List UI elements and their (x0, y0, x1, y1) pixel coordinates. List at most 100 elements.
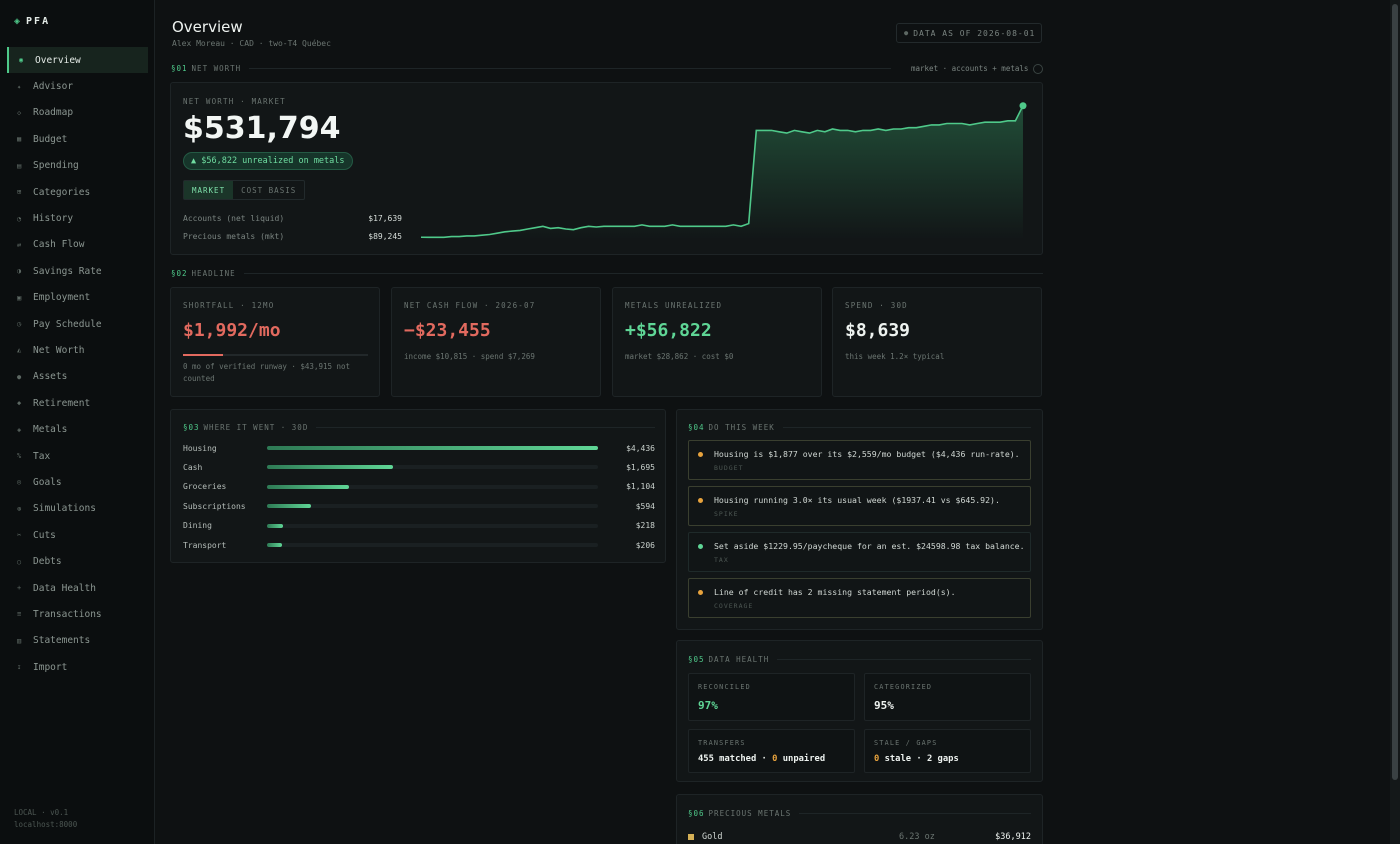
info-icon[interactable] (1033, 64, 1044, 74)
sidebar-item-budget[interactable]: ▦ Budget (7, 126, 148, 152)
metal-name: Gold (702, 832, 723, 842)
sidebar-item-label: Advisor (33, 81, 74, 93)
sparkle-icon: ✦ (17, 82, 22, 91)
sidebar-item-simulations[interactable]: ⊛ Simulations (7, 496, 148, 522)
page-subtitle: Alex Moreau · CAD · two-T4 Québec (172, 39, 331, 48)
sidebar-item-overview[interactable]: ◉ Overview (7, 47, 148, 74)
metal-ounces: 6.23 oz (899, 832, 935, 842)
row-value: $89,245 (368, 232, 402, 241)
spend-row-groceries[interactable]: Groceries $1,104 (183, 481, 655, 493)
metal-value: $36,912 (995, 832, 1031, 842)
orbit-icon: ⊛ (17, 504, 22, 513)
metal-row-gold[interactable]: Gold 6.23 oz $36,912 (688, 832, 1031, 842)
category-amount: $594 (635, 501, 655, 511)
todo-item-spike[interactable]: Housing running 3.0× its usual week ($19… (688, 486, 1031, 526)
toggle-market[interactable]: MARKET (184, 181, 234, 199)
status-dot-icon: ● (904, 29, 910, 37)
sidebar-item-goals[interactable]: ◎ Goals (7, 469, 148, 495)
net-worth-area (421, 105, 1023, 240)
spend-row-subscriptions[interactable]: Subscriptions $594 (183, 500, 655, 512)
runway-bar (183, 354, 368, 356)
sidebar-item-retirement[interactable]: ◆ Retirement (7, 390, 148, 416)
sidebar-item-transactions[interactable]: ≡ Transactions (7, 601, 148, 627)
sidebar-item-spending[interactable]: ▤ Spending (7, 153, 148, 179)
stale-gaps-cell[interactable]: STALE / GAPS 0 stale · 2 gaps (864, 729, 1031, 773)
sidebar-item-label: Roadmap (33, 107, 74, 119)
sidebar-item-assets[interactable]: ● Assets (7, 364, 148, 390)
calendar-icon: ◷ (17, 320, 22, 329)
metals-row: Precious metals (mkt) $89,245 (183, 232, 402, 241)
todo-tag: BUDGET (714, 464, 744, 472)
sidebar-item-roadmap[interactable]: ◇ Roadmap (7, 100, 148, 126)
sidebar-item-tax[interactable]: % Tax (7, 443, 148, 469)
latest-point[interactable] (1019, 102, 1027, 110)
headline-card-spend[interactable]: SPEND · 30D $8,639 this week 1.2× typica… (832, 287, 1042, 397)
ledger-icon: ▤ (17, 161, 22, 170)
sidebar-item-cash-flow[interactable]: ⇄ Cash Flow (7, 232, 148, 258)
net-worth-chart (420, 102, 1027, 240)
cell-label: CATEGORIZED (874, 683, 933, 691)
headline-card-shortfall[interactable]: SHORTFALL · 12MO $1,992/mo 0 mo of verif… (170, 287, 380, 397)
section-net-worth-heading: §01 NET WORTH (171, 64, 891, 73)
sidebar: ◈ PFA ◉ Overview ✦ Advisor ◇ Roadmap ▦ Budget ▤ Sp… (0, 0, 155, 844)
spend-row-cash[interactable]: Cash $1,695 (183, 461, 655, 473)
sidebar-item-savings-rate[interactable]: ◑ Savings Rate (7, 258, 148, 284)
sidebar-item-debts[interactable]: ○ Debts (7, 548, 148, 574)
cell-value: 95% (874, 699, 894, 712)
sidebar-item-categories[interactable]: ⊞ Categories (7, 179, 148, 205)
cell-value: 0 stale · 2 gaps (874, 754, 959, 764)
todo-item-tax[interactable]: Set aside $1229.95/paycheque for an est.… (688, 532, 1031, 572)
toggle-cost-basis[interactable]: COST BASIS (241, 185, 297, 195)
spend-row-housing[interactable]: Housing $4,436 (183, 442, 655, 454)
legend-text: market · accounts + metals (911, 64, 1029, 73)
priority-dot-icon (698, 544, 703, 549)
category-name: Groceries (183, 482, 227, 492)
todo-item-coverage[interactable]: Line of credit has 2 missing statement p… (688, 578, 1031, 618)
sidebar-item-employment[interactable]: ▣ Employment (7, 285, 148, 311)
transfers-cell[interactable]: TRANSFERS 455 matched · 0 unpaired (688, 729, 855, 773)
section-headline-heading: §02 HEADLINE (171, 269, 1043, 278)
spend-bar-track (267, 465, 598, 470)
reconciled-cell[interactable]: RECONCILED 97% (688, 673, 855, 721)
sidebar-item-advisor[interactable]: ✦ Advisor (7, 73, 148, 99)
headline-card-net-cash-flow[interactable]: NET CASH FLOW · 2026-07 −$23,455 income … (391, 287, 601, 397)
spend-row-transport[interactable]: Transport $206 (183, 539, 655, 551)
sidebar-item-import[interactable]: ↧ Import (7, 654, 148, 680)
net-worth-label: NET WORTH · MARKET (183, 97, 286, 106)
matched-count: 455 matched (698, 754, 757, 764)
spend-row-dining[interactable]: Dining $218 (183, 520, 655, 532)
categorized-cell[interactable]: CATEGORIZED 95% (864, 673, 1031, 721)
section-title: WHERE IT WENT · 30D (203, 423, 309, 432)
triangle-icon: ◭ (17, 346, 22, 355)
sidebar-item-label: Budget (33, 133, 68, 145)
sidebar-item-label: Metals (33, 424, 68, 436)
page-scrollbar[interactable] (1390, 0, 1400, 844)
divider (777, 659, 1031, 660)
headline-card-metals-unrealized[interactable]: METALS UNREALIZED +$56,822 market $28,86… (612, 287, 822, 397)
divider (782, 427, 1031, 428)
divider (249, 68, 891, 69)
gem-icon: ◈ (17, 425, 22, 434)
sidebar-item-pay-schedule[interactable]: ◷ Pay Schedule (7, 311, 148, 337)
sidebar-item-cuts[interactable]: ✂ Cuts (7, 522, 148, 548)
spend-bar-track (267, 484, 598, 489)
section-spend-heading: §03 WHERE IT WENT · 30D (183, 423, 655, 432)
circle-icon: ● (17, 372, 22, 381)
todo-text: Housing running 3.0× its usual week ($19… (714, 495, 1000, 505)
section-title: DATA HEALTH (708, 655, 770, 664)
sidebar-item-label: Pay Schedule (33, 318, 102, 330)
do-this-week-card: §04 DO THIS WEEK Housing is $1,877 over i… (676, 409, 1043, 630)
brand-logo[interactable]: ◈ PFA (14, 16, 50, 27)
todo-item-budget[interactable]: Housing is $1,877 over its $2,559/mo bud… (688, 440, 1031, 480)
sidebar-item-history[interactable]: ◔ History (7, 205, 148, 231)
sidebar-item-data-health[interactable]: + Data Health (7, 575, 148, 601)
card-value: +$56,822 (625, 320, 712, 341)
plus-icon: + (17, 584, 22, 592)
card-sub: income $10,815 · spend $7,269 (404, 352, 535, 361)
spend-bar-fill (267, 504, 312, 509)
precious-metals-card: §06 PRECIOUS METALS Gold 6.23 oz $36,912 (676, 794, 1043, 844)
scrollbar-thumb[interactable] (1392, 4, 1398, 780)
sidebar-item-net-worth[interactable]: ◭ Net Worth (7, 337, 148, 363)
sidebar-item-statements[interactable]: ▥ Statements (7, 628, 148, 654)
sidebar-item-metals[interactable]: ◈ Metals (7, 416, 148, 442)
